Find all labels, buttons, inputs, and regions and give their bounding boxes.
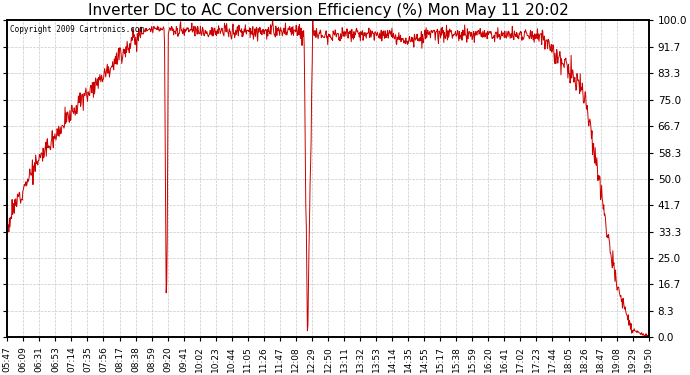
Text: Copyright 2009 Cartronics.com: Copyright 2009 Cartronics.com	[10, 25, 145, 34]
Title: Inverter DC to AC Conversion Efficiency (%) Mon May 11 20:02: Inverter DC to AC Conversion Efficiency …	[88, 3, 569, 18]
